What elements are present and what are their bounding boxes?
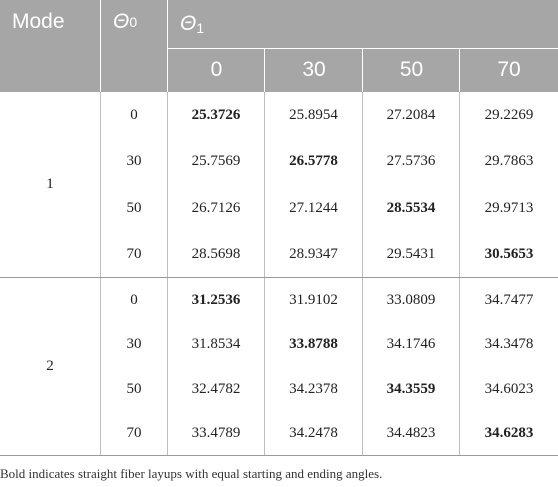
table-bottom-rule bbox=[0, 455, 558, 456]
theta0-cell: 0 bbox=[130, 291, 138, 308]
value-cell: 25.7569 bbox=[191, 153, 241, 169]
header-col-50: 50 bbox=[363, 48, 460, 92]
table-footnote: Bold indicates straight fiber layups wit… bbox=[0, 466, 383, 481]
mode-cell: 1 bbox=[46, 176, 54, 192]
header-theta1-subscript: 1 bbox=[196, 20, 205, 36]
value-cell: 34.3478 bbox=[484, 336, 534, 352]
value-cell: 26.5778 bbox=[289, 153, 338, 169]
value-cell: 26.7126 bbox=[191, 199, 241, 216]
header-theta1-symbol: Θ bbox=[180, 12, 197, 35]
theta0-cell: 0 bbox=[130, 106, 138, 123]
grid-line bbox=[459, 92, 460, 456]
theta0-cell: 70 bbox=[126, 424, 142, 441]
value-cell: 27.1244 bbox=[289, 199, 338, 216]
value-cell: 33.8788 bbox=[289, 336, 338, 352]
header-divider bbox=[168, 48, 558, 49]
header-theta0-symbol: Θ bbox=[113, 10, 130, 33]
value-cell: 34.1746 bbox=[386, 336, 436, 352]
header-theta0-subscript: 0 bbox=[129, 14, 138, 30]
header-mode-label: Mode bbox=[12, 10, 65, 33]
value-cell: 28.5534 bbox=[386, 199, 436, 216]
value-cell: 28.5698 bbox=[191, 245, 241, 262]
value-cell: 34.2478 bbox=[289, 424, 338, 441]
value-cell: 34.7477 bbox=[484, 291, 534, 308]
header-col-30: 30 bbox=[265, 48, 363, 92]
mode-cell: 2 bbox=[46, 358, 54, 374]
value-cell: 25.8954 bbox=[289, 106, 338, 123]
value-cell: 34.6023 bbox=[484, 380, 534, 397]
value-cell: 31.8534 bbox=[191, 336, 241, 352]
value-cell: 29.2269 bbox=[484, 106, 534, 123]
value-cell: 34.2378 bbox=[289, 380, 338, 397]
group-divider bbox=[0, 277, 558, 278]
grid-line bbox=[100, 92, 101, 456]
grid-line bbox=[264, 92, 265, 456]
header-col-0: 0 bbox=[168, 48, 265, 92]
header-divider bbox=[362, 48, 363, 92]
theta0-cell: 70 bbox=[126, 245, 142, 262]
header-divider bbox=[264, 48, 265, 92]
value-cell: 27.5736 bbox=[386, 153, 436, 169]
value-cell: 33.4789 bbox=[191, 424, 241, 441]
header-divider bbox=[167, 0, 168, 92]
value-cell: 34.3559 bbox=[386, 380, 436, 397]
theta0-cell: 50 bbox=[126, 380, 142, 397]
value-cell: 30.5653 bbox=[484, 245, 534, 262]
value-cell: 29.9713 bbox=[484, 199, 534, 216]
value-cell: 33.0809 bbox=[386, 291, 436, 308]
value-cell: 27.2084 bbox=[386, 106, 436, 123]
value-cell: 25.3726 bbox=[191, 106, 241, 123]
header-col-70: 70 bbox=[460, 48, 558, 92]
header-divider bbox=[459, 48, 460, 92]
value-cell: 32.4782 bbox=[191, 380, 241, 397]
grid-line bbox=[167, 92, 168, 456]
value-cell: 29.7863 bbox=[484, 153, 534, 169]
theta0-cell: 30 bbox=[126, 336, 142, 352]
value-cell: 31.9102 bbox=[289, 291, 338, 308]
value-cell: 29.5431 bbox=[386, 245, 436, 262]
theta0-cell: 50 bbox=[126, 199, 142, 216]
value-cell: 34.4823 bbox=[386, 424, 436, 441]
theta0-cell: 30 bbox=[126, 153, 142, 169]
header-divider bbox=[100, 0, 101, 92]
header-mode: Mode bbox=[0, 0, 101, 92]
value-cell: 31.2536 bbox=[191, 291, 241, 308]
value-cell: 28.9347 bbox=[289, 245, 338, 262]
value-cell: 34.6283 bbox=[484, 424, 534, 441]
grid-line bbox=[362, 92, 363, 456]
